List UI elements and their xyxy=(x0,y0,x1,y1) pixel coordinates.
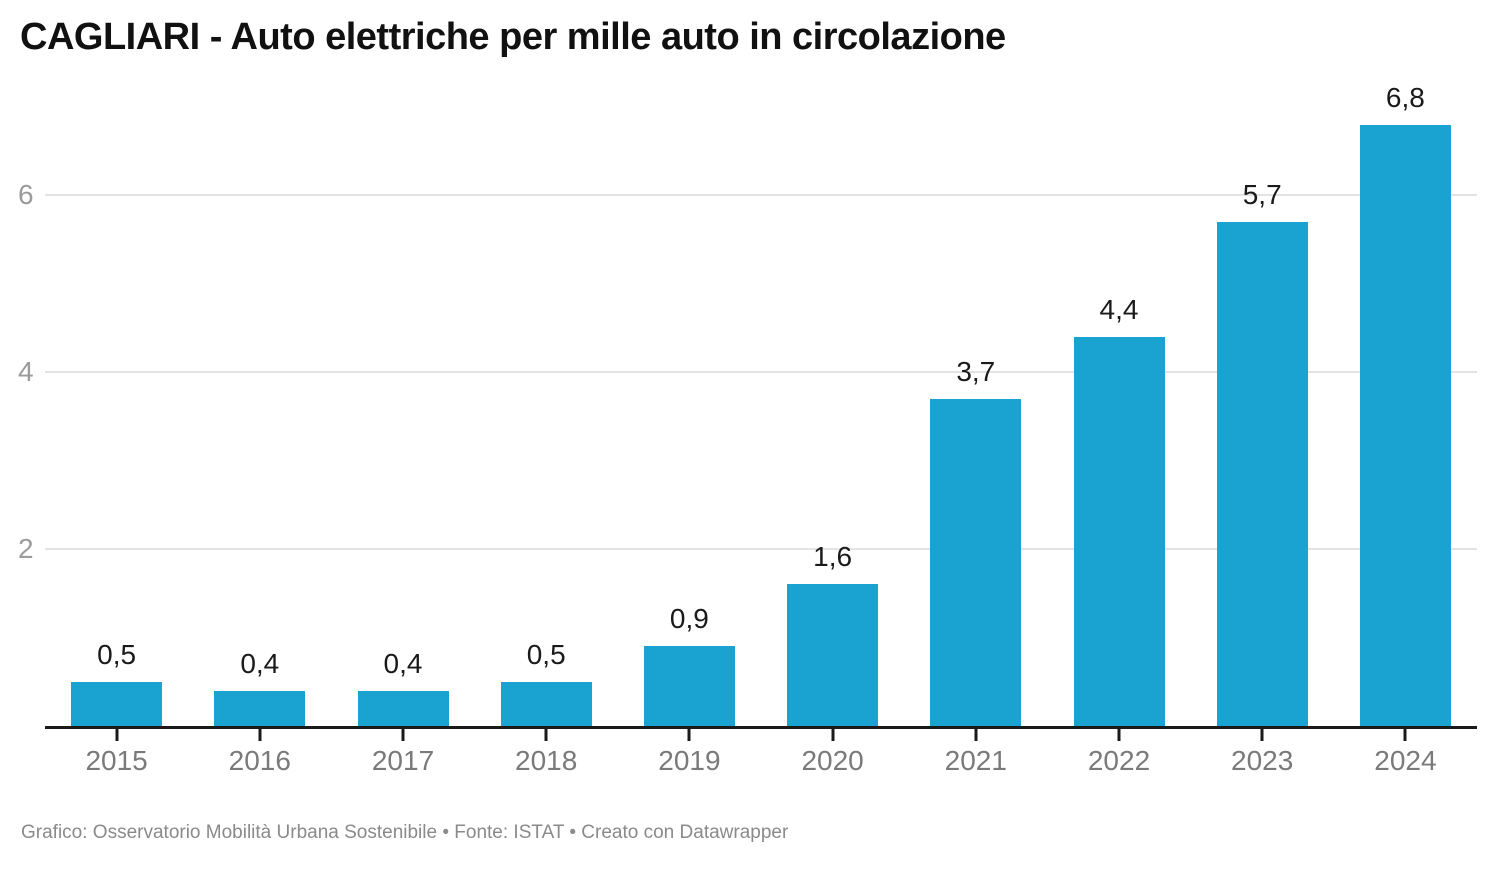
y-axis-label: 4 xyxy=(18,356,34,388)
bar-value-label: 3,7 xyxy=(956,355,996,387)
x-axis-label: 2016 xyxy=(228,745,291,776)
chart-title: CAGLIARI - Auto elettriche per mille aut… xyxy=(20,16,1006,58)
axis-tick xyxy=(1260,729,1264,741)
bar xyxy=(930,398,1022,726)
x-axis-label: 2024 xyxy=(1374,745,1437,776)
y-axis-label: 2 xyxy=(18,533,34,565)
bar xyxy=(787,584,879,726)
bar-value-label: 0,4 xyxy=(383,647,423,679)
x-axis-label: 2018 xyxy=(515,745,578,776)
bar xyxy=(214,690,306,726)
x-axis-label: 2019 xyxy=(658,745,721,776)
bar-value-label: 4,4 xyxy=(1099,293,1139,325)
axis-tick xyxy=(1117,729,1121,741)
gridline xyxy=(45,548,1477,551)
axis-tick xyxy=(1403,729,1407,741)
bar xyxy=(357,690,449,726)
axis-tick xyxy=(974,729,978,741)
bar-value-label: 0,5 xyxy=(526,638,566,670)
bar-value-label: 0,5 xyxy=(97,638,137,670)
bar xyxy=(71,681,163,726)
gridline xyxy=(45,371,1477,374)
x-axis-label: 2022 xyxy=(1087,745,1151,776)
axis-tick xyxy=(544,729,548,741)
axis-tick xyxy=(831,729,835,741)
axis-tick xyxy=(258,729,262,741)
plot-area: 0,5 2015 0,4 2016 0,4 2017 0,5 2018 0,9 2019 1,6 20… xyxy=(45,82,1477,776)
axis-tick xyxy=(687,729,691,741)
x-axis-label: 2015 xyxy=(85,745,148,776)
chart-footer: Grafico: Osservatorio Mobilità Urbana So… xyxy=(21,822,789,843)
gridline xyxy=(45,194,1477,197)
x-axis-line xyxy=(45,726,1477,729)
bar xyxy=(643,646,735,726)
axis-tick xyxy=(401,729,405,741)
bar xyxy=(500,681,592,726)
x-axis-label: 2023 xyxy=(1231,745,1294,776)
bar-value-label: 0,4 xyxy=(240,647,280,679)
y-axis-label: 6 xyxy=(18,179,34,211)
bar-value-label: 1,6 xyxy=(813,541,853,573)
bar xyxy=(1216,221,1308,726)
bar-value-label: 5,7 xyxy=(1242,178,1282,210)
x-axis-label: 2017 xyxy=(371,745,435,776)
axis-tick xyxy=(115,729,119,741)
bar xyxy=(1359,124,1451,726)
bar-value-label: 0,9 xyxy=(669,603,709,635)
bar-value-label: 6,8 xyxy=(1385,81,1425,113)
x-axis-label: 2020 xyxy=(801,745,864,776)
x-axis-label: 2021 xyxy=(944,745,1007,776)
bar xyxy=(1073,336,1165,726)
